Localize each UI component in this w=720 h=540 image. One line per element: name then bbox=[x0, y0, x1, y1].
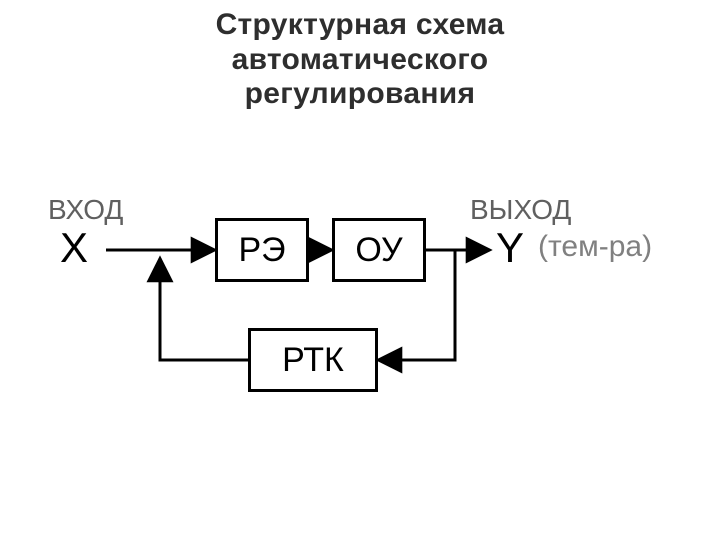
label-out_par: (тем-ра) bbox=[538, 230, 652, 264]
label-in_top: ВХОД bbox=[48, 194, 123, 226]
node-re: РЭ bbox=[215, 218, 309, 282]
label-out_big: Y bbox=[496, 224, 524, 272]
node-label-re: РЭ bbox=[238, 231, 285, 270]
label-out_top: ВЫХОД bbox=[470, 194, 571, 226]
node-label-rtk: РТК bbox=[282, 341, 344, 380]
node-label-ou: ОУ bbox=[355, 231, 402, 270]
label-in_big: Х bbox=[60, 224, 88, 272]
node-rtk: РТК bbox=[248, 328, 378, 392]
node-ou: ОУ bbox=[332, 218, 426, 282]
